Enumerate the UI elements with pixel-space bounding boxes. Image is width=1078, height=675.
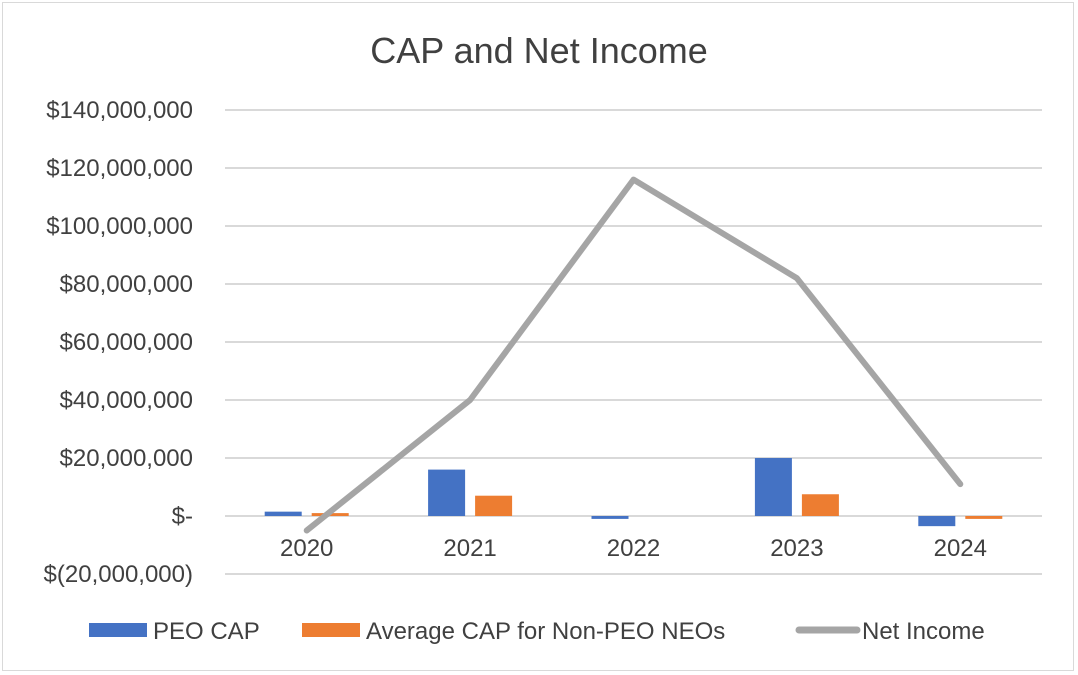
avg-cap-bar-2023 xyxy=(801,494,839,516)
y-tick-label: $(20,000,000) xyxy=(44,561,193,588)
y-tick-label: $100,000,000 xyxy=(46,213,193,240)
peo-cap-bar-2024 xyxy=(918,516,956,527)
y-axis-tick-labels: $140,000,000 $120,000,000 $100,000,000 $80,… xyxy=(44,97,193,588)
legend-swatch-average-cap xyxy=(302,623,360,637)
x-tick-label: 2021 xyxy=(443,535,496,562)
y-tick-label: $40,000,000 xyxy=(60,387,193,414)
y-tick-label: $20,000,000 xyxy=(60,445,193,472)
legend-swatch-peo-cap xyxy=(89,623,147,637)
x-tick-label: 2023 xyxy=(770,535,823,562)
bars xyxy=(264,458,1003,527)
x-tick-label: 2022 xyxy=(607,535,660,562)
gridlines xyxy=(225,109,1042,575)
avg-cap-bar-2021 xyxy=(475,495,513,516)
avg-cap-bar-2024 xyxy=(965,516,1003,519)
x-axis-tick-labels: 2020 2021 2022 2023 2024 xyxy=(280,535,987,562)
net-income-line xyxy=(303,176,964,534)
chart-title: CAP and Net Income xyxy=(370,30,708,71)
x-tick-label: 2024 xyxy=(934,535,987,562)
x-tick-label: 2020 xyxy=(280,535,333,562)
legend-label-average-cap: Average CAP for Non-PEO NEOs xyxy=(366,618,725,645)
peo-cap-bar-2022 xyxy=(591,516,629,519)
y-tick-label: $120,000,000 xyxy=(46,155,193,182)
peo-cap-bar-2020 xyxy=(264,511,302,516)
y-tick-label: $80,000,000 xyxy=(60,271,193,298)
net-income-line-group xyxy=(303,176,964,534)
y-tick-label: $- xyxy=(172,503,193,530)
legend: PEO CAP Average CAP for Non-PEO NEOs Net… xyxy=(89,618,985,645)
y-tick-label: $60,000,000 xyxy=(60,329,193,356)
legend-label-peo-cap: PEO CAP xyxy=(153,618,260,645)
legend-label-net-income: Net Income xyxy=(862,618,985,645)
peo-cap-bar-2023 xyxy=(754,458,792,516)
peo-cap-bar-2021 xyxy=(428,469,466,516)
y-tick-label: $140,000,000 xyxy=(46,97,193,124)
